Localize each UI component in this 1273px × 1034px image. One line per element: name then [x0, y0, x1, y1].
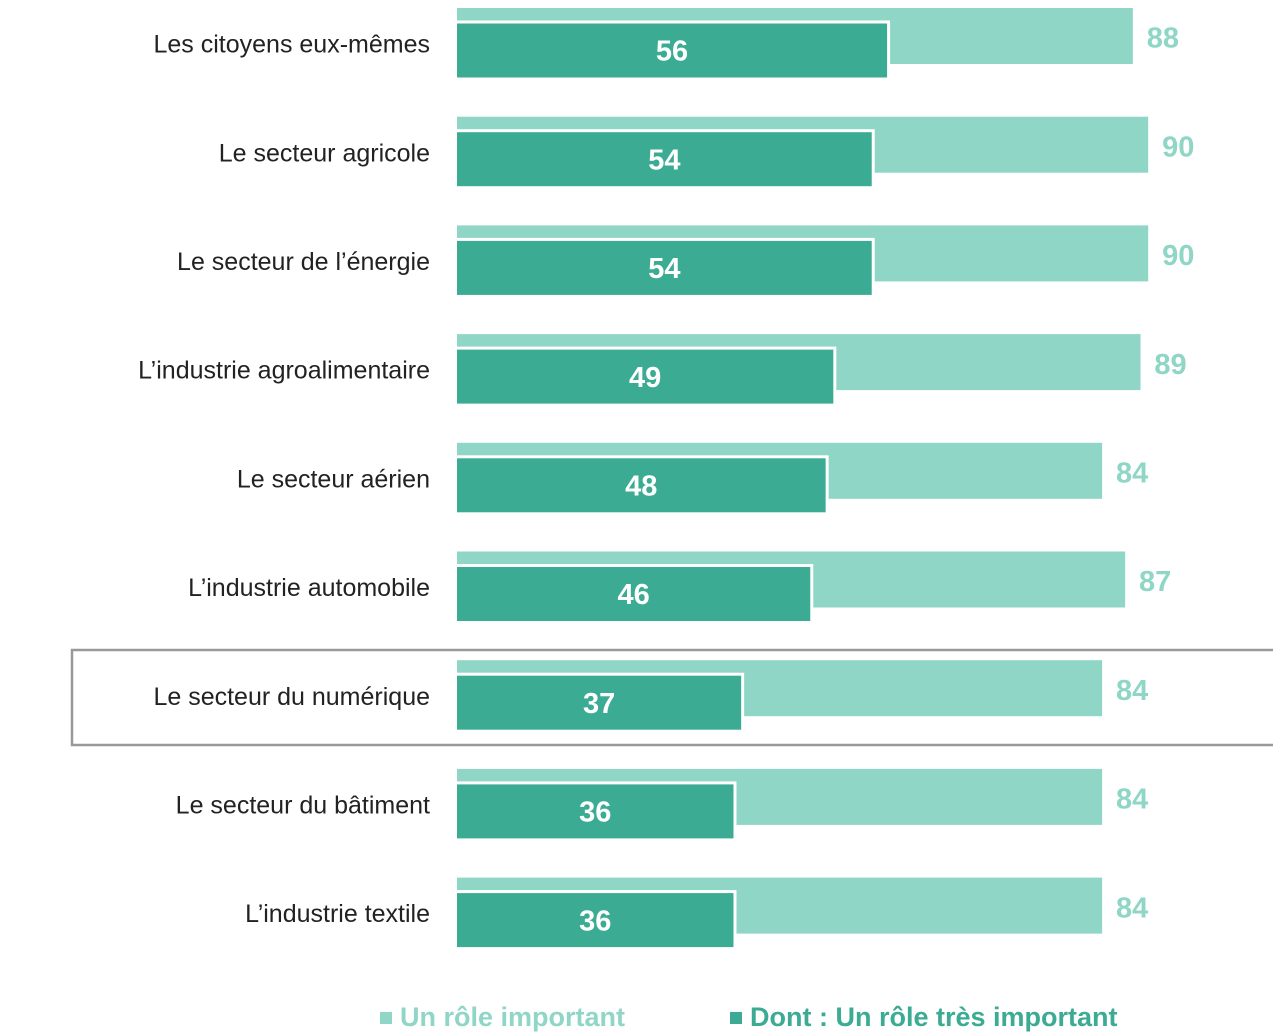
value-label: 90	[1162, 240, 1194, 272]
category-label: Le secteur du bâtiment	[176, 792, 430, 820]
bar	[454, 129, 875, 190]
legend-swatch	[380, 1012, 392, 1024]
bar	[454, 672, 745, 733]
legend-swatch	[730, 1012, 742, 1024]
category-label: Le secteur du numérique	[153, 683, 430, 711]
bar	[454, 455, 829, 516]
category-label: Le secteur de l’énergie	[177, 248, 430, 276]
value-label: 36	[579, 905, 611, 937]
bar	[454, 20, 891, 81]
value-label: 84	[1116, 457, 1148, 489]
category-label: Le secteur aérien	[237, 465, 430, 493]
value-label: 48	[625, 470, 657, 502]
value-label: 90	[1162, 131, 1194, 163]
bar	[454, 237, 875, 298]
value-label: 88	[1147, 23, 1179, 55]
category-label: L’industrie agroalimentaire	[138, 357, 430, 385]
legend-label: Dont : Un rôle très important	[750, 1002, 1118, 1032]
value-label: 54	[648, 144, 680, 176]
value-label: 84	[1116, 892, 1148, 924]
value-label: 54	[648, 253, 680, 285]
category-label: L’industrie automobile	[188, 574, 430, 602]
bar	[454, 781, 737, 842]
value-label: 84	[1116, 784, 1148, 816]
value-label: 87	[1139, 566, 1171, 598]
bar	[454, 890, 737, 951]
value-label: 37	[583, 688, 615, 720]
value-label: 46	[618, 579, 650, 611]
value-label: 36	[579, 797, 611, 829]
legend-label: Un rôle important	[400, 1002, 625, 1032]
value-label: 49	[629, 362, 661, 394]
category-label: Le secteur agricole	[219, 139, 430, 167]
bar	[454, 346, 837, 407]
bar	[454, 564, 814, 624]
category-label: Les citoyens eux-mêmes	[153, 31, 430, 59]
highlight-box	[70, 648, 1273, 747]
value-label: 56	[656, 36, 688, 68]
value-label: 89	[1154, 349, 1186, 381]
category-label: L’industrie textile	[245, 900, 430, 928]
value-label: 84	[1116, 675, 1148, 707]
